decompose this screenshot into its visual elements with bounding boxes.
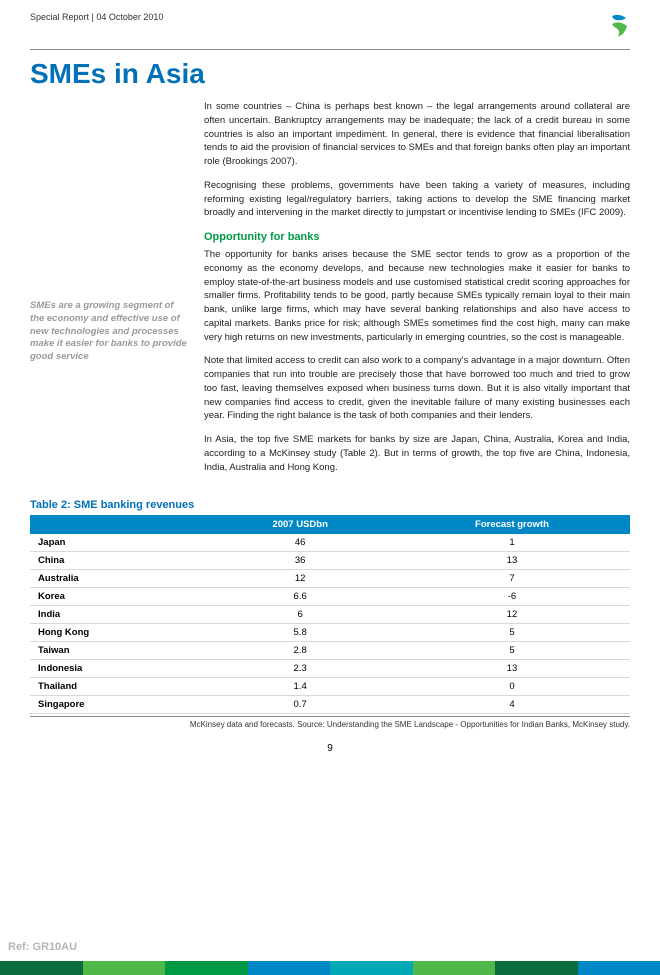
table-cell: 0 <box>394 677 630 695</box>
table-row: Korea6.6-6 <box>30 587 630 605</box>
table-cell: 5.8 <box>206 623 394 641</box>
table-row: Japan461 <box>30 534 630 552</box>
table-row: Australia127 <box>30 569 630 587</box>
table-cell: 13 <box>394 659 630 677</box>
table-cell: Japan <box>30 534 206 552</box>
footer-bar-segment <box>578 961 660 975</box>
header-divider <box>30 49 630 50</box>
table-cell: -6 <box>394 587 630 605</box>
logo-icon <box>608 14 630 40</box>
table-cell: 12 <box>206 569 394 587</box>
table-title: Table 2: SME banking revenues <box>30 499 630 511</box>
body-paragraph: The opportunity for banks arises because… <box>204 248 630 344</box>
table-cell: 0.7 <box>206 695 394 713</box>
body-paragraph: In Asia, the top five SME markets for ba… <box>204 433 630 474</box>
table-row: Hong Kong5.85 <box>30 623 630 641</box>
table-cell: Thailand <box>30 677 206 695</box>
body-paragraph: Note that limited access to credit can a… <box>204 354 630 423</box>
footer-bar-segment <box>413 961 496 975</box>
table-cell: 6 <box>206 605 394 623</box>
pull-quote: SMEs are a growing segment of the econom… <box>30 300 190 364</box>
table-cell: Australia <box>30 569 206 587</box>
table-cell: 7 <box>394 569 630 587</box>
page-number: 9 <box>30 743 630 754</box>
table-cell: 6.6 <box>206 587 394 605</box>
body-paragraph: In some countries – China is perhaps bes… <box>204 100 630 169</box>
footer-color-bars <box>0 961 660 975</box>
footer-bar-segment <box>0 961 83 975</box>
table-cell: Taiwan <box>30 641 206 659</box>
page-header: Special Report | 04 October 2010 <box>0 0 660 45</box>
table-cell: 13 <box>394 551 630 569</box>
main-column: In some countries – China is perhaps bes… <box>204 100 630 485</box>
table-header-cell: Forecast growth <box>394 515 630 534</box>
table-row: Singapore0.74 <box>30 695 630 713</box>
table-header-cell <box>30 515 206 534</box>
table-row: China3613 <box>30 551 630 569</box>
table-cell: Hong Kong <box>30 623 206 641</box>
sidebar-column: SMEs are a growing segment of the econom… <box>30 100 190 485</box>
table-row: Thailand1.40 <box>30 677 630 695</box>
body-paragraph: Recognising these problems, governments … <box>204 179 630 220</box>
table-cell: 36 <box>206 551 394 569</box>
table-cell: 1.4 <box>206 677 394 695</box>
table-cell: 1 <box>394 534 630 552</box>
table-cell: 5 <box>394 623 630 641</box>
revenue-table: 2007 USDbnForecast growth Japan461China3… <box>30 515 630 714</box>
table-source-note: McKinsey data and forecasts. Source: Und… <box>30 716 630 729</box>
reference-id: Ref: GR10AU <box>8 941 77 953</box>
table-cell: 46 <box>206 534 394 552</box>
table-cell: Singapore <box>30 695 206 713</box>
footer-bar-segment <box>330 961 413 975</box>
table-cell: 2.3 <box>206 659 394 677</box>
table-cell: China <box>30 551 206 569</box>
table-row: India612 <box>30 605 630 623</box>
brand-logo <box>608 12 630 45</box>
table-cell: 4 <box>394 695 630 713</box>
table-cell: 2.8 <box>206 641 394 659</box>
footer-bar-segment <box>248 961 331 975</box>
table-row: Indonesia2.313 <box>30 659 630 677</box>
table-cell: Korea <box>30 587 206 605</box>
content-area: SMEs are a growing segment of the econom… <box>0 100 660 754</box>
footer-bar-segment <box>83 961 166 975</box>
table-row: Taiwan2.85 <box>30 641 630 659</box>
table-cell: Indonesia <box>30 659 206 677</box>
report-date-line: Special Report | 04 October 2010 <box>30 12 163 22</box>
table-header-cell: 2007 USDbn <box>206 515 394 534</box>
page-title: SMEs in Asia <box>0 58 660 100</box>
section-heading: Opportunity for banks <box>204 230 630 246</box>
footer-bar-segment <box>495 961 578 975</box>
footer-bar-segment <box>165 961 248 975</box>
table-cell: 5 <box>394 641 630 659</box>
table-cell: India <box>30 605 206 623</box>
table-cell: 12 <box>394 605 630 623</box>
